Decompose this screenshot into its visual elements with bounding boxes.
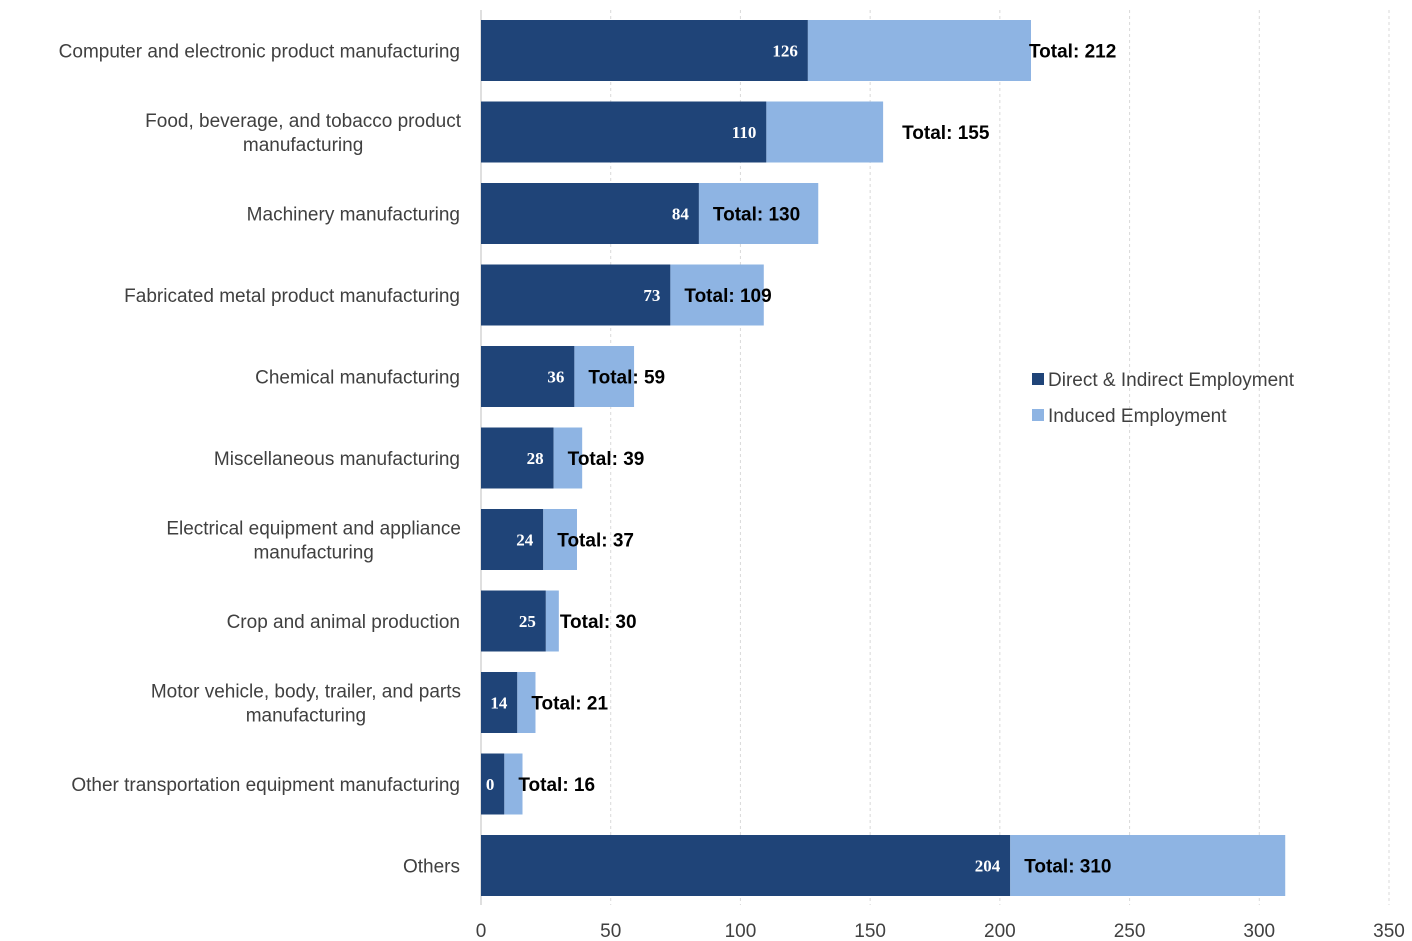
bar-value-label: 204	[975, 857, 1001, 876]
x-tick-label: 300	[1243, 921, 1275, 941]
bar-value-label: 110	[732, 123, 757, 142]
legend-swatch	[1032, 409, 1044, 421]
category-label-line: Miscellaneous manufacturing	[214, 449, 460, 470]
bar-total-label: Total: 212	[1029, 42, 1116, 63]
category-label: Other transportation equipment manufactu…	[71, 775, 460, 796]
category-label-line: Electrical equipment and appliance	[166, 519, 461, 540]
category-label: Electrical equipment and appliance manufa…	[166, 519, 461, 564]
bar-induced	[517, 672, 536, 733]
bar-value-label: 28	[527, 449, 544, 468]
x-tick-label: 0	[476, 921, 487, 941]
category-label-line: manufacturing	[243, 135, 363, 156]
x-tick-label: 350	[1373, 921, 1405, 941]
category-label: Computer and electronic product manufact…	[59, 42, 460, 63]
bar-induced	[766, 101, 884, 163]
bar-total-label: Total: 21	[531, 694, 608, 715]
category-label: Chemical manufacturing	[255, 368, 460, 389]
category-label-line: Motor vehicle, body, trailer, and parts	[151, 682, 461, 703]
category-label: Crop and animal production	[227, 612, 460, 633]
category-label-line: Others	[403, 857, 460, 878]
category-label-line: Fabricated metal product manufacturing	[124, 286, 460, 307]
category-label: Food, beverage, and tobacco product manuf…	[145, 111, 462, 156]
category-label-line: Other transportation equipment manufactu…	[71, 775, 460, 796]
legend-swatch	[1032, 373, 1044, 385]
bar-direct-indirect	[481, 101, 767, 163]
bar-direct-indirect	[481, 509, 544, 570]
bar-total-label: Total: 155	[902, 123, 990, 144]
bar-induced	[574, 346, 635, 407]
category-label-line: Crop and animal production	[227, 612, 460, 633]
bar-value-label: 84	[672, 205, 690, 224]
category-labels: Computer and electronic product manufact…	[59, 42, 462, 878]
bar-direct-indirect	[481, 346, 575, 407]
bar-value-label: 36	[547, 368, 564, 387]
bar-total-label: Total: 109	[684, 286, 771, 307]
category-label: Fabricated metal product manufacturing	[124, 286, 460, 307]
x-axis-ticks: 0 50 100 150 200 250 300 350	[476, 921, 1405, 941]
legend: Direct & Indirect Employment Induced Empl…	[1032, 370, 1295, 427]
bar-direct-indirect	[481, 264, 671, 326]
bar-direct-indirect	[481, 590, 546, 652]
category-label-line: Computer and electronic product manufact…	[59, 42, 460, 63]
bar-total-label: Total: 37	[557, 531, 634, 552]
category-label: Miscellaneous manufacturing	[214, 449, 460, 470]
bar-total-label: Total: 59	[588, 368, 665, 389]
bar-direct-indirect	[481, 183, 699, 244]
x-tick-label: 100	[725, 921, 757, 941]
category-label-line: Food, beverage, and tobacco product	[145, 111, 462, 132]
bar-direct-indirect	[481, 835, 1011, 896]
bar-direct-indirect	[481, 672, 518, 733]
bar-direct-indirect	[481, 427, 554, 489]
x-tick-label: 200	[984, 921, 1016, 941]
category-label-line: Chemical manufacturing	[255, 368, 460, 389]
bar-value-label: 14	[490, 694, 508, 713]
bar-value-label: 0	[486, 775, 495, 794]
category-label: Others	[403, 857, 460, 878]
category-label-line: Machinery manufacturing	[247, 205, 460, 226]
bar-total-label: Total: 310	[1024, 857, 1111, 878]
bar-direct-indirect	[481, 20, 808, 81]
bar-induced	[698, 183, 819, 244]
category-label-line: manufacturing	[253, 543, 373, 564]
bar-induced	[807, 20, 1031, 81]
bar-total-label: Total: 39	[568, 449, 645, 470]
category-label-line: manufacturing	[246, 706, 366, 727]
x-tick-label: 150	[854, 921, 886, 941]
bar-value-label: 73	[643, 286, 660, 305]
bar-total-label: Total: 30	[560, 612, 637, 633]
category-label: Machinery manufacturing	[247, 205, 460, 226]
bar-value-label: 25	[519, 612, 536, 631]
bar-total-label: Total: 16	[518, 775, 595, 796]
legend-label: Induced Employment	[1048, 406, 1227, 427]
legend-label: Direct & Indirect Employment	[1048, 370, 1295, 391]
bar-value-label: 24	[516, 531, 534, 550]
bars-layer: 126 Total: 212 110 Total: 155 84 Total: 130 73…	[481, 20, 1286, 896]
bar-total-label: Total: 130	[713, 205, 800, 226]
x-tick-label: 50	[600, 921, 621, 941]
bar-value-label: 126	[772, 42, 798, 61]
bar-induced	[545, 590, 559, 652]
bar-direct-indirect	[481, 753, 505, 815]
bar-induced	[543, 509, 577, 570]
x-tick-label: 250	[1114, 921, 1146, 941]
bar-induced	[553, 427, 583, 489]
bar-induced	[504, 753, 523, 815]
bar-induced	[670, 264, 764, 326]
category-label: Motor vehicle, body, trailer, and parts m…	[151, 682, 461, 727]
bar-induced	[1010, 835, 1286, 896]
